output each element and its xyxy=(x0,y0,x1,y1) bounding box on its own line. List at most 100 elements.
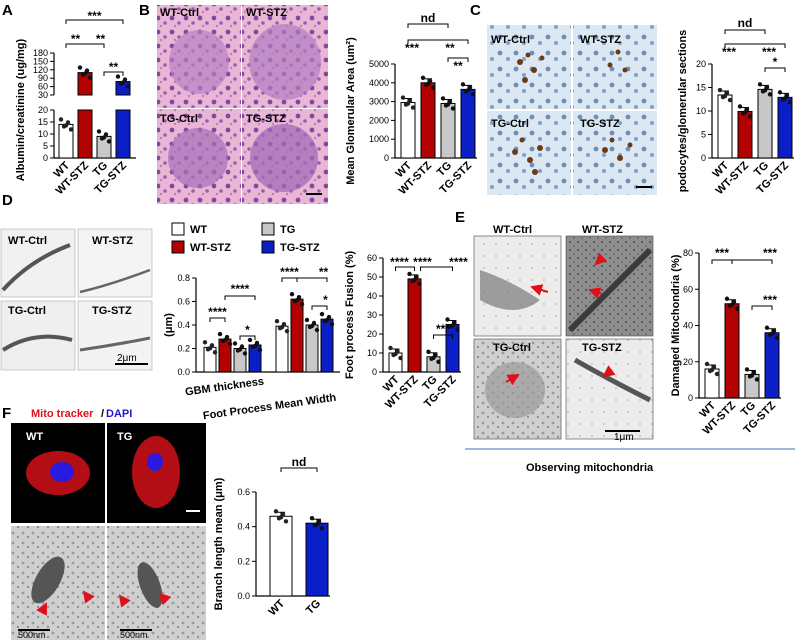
chart-d1-bracket xyxy=(224,295,256,300)
chart-d1-point xyxy=(207,346,213,351)
legend-d: WT TG WT-STZ TG-STZ xyxy=(171,222,320,254)
chart-d1-bar xyxy=(305,324,319,373)
chart-f-point xyxy=(319,526,325,531)
chart-d2-point xyxy=(450,323,455,328)
chart-b-y-tick-label: 5000 xyxy=(369,59,389,69)
micrograph-b: WT-Ctrl WT-STZ TG-Ctrl TG-STZ xyxy=(157,5,328,204)
micro-label-d-wt-stz: WT-STZ xyxy=(92,235,133,247)
micro-label-e-tg-stz: TG-STZ xyxy=(582,342,622,354)
chart-b-sig: ** xyxy=(453,59,463,73)
panel-label-e: E xyxy=(455,209,465,226)
chart-b-bar xyxy=(440,102,456,159)
chart-f-x-label: TG xyxy=(304,598,323,617)
chart-b-bar xyxy=(400,102,416,159)
chart-b-point xyxy=(440,96,446,101)
chart-d1-point xyxy=(217,331,223,337)
chart-c-bracket xyxy=(764,67,786,72)
panel-label-f: F xyxy=(2,405,11,422)
chart-f-bar xyxy=(305,522,329,597)
chart-f-x-label: WT xyxy=(267,597,288,618)
chart-d1-point xyxy=(202,340,208,345)
micro-label-f-tg: TG xyxy=(117,431,132,443)
chart-f-y-tick-label: 0.4 xyxy=(237,522,250,532)
chart-c-sig: *** xyxy=(722,45,736,59)
chart-d2-ylabel: Foot process Fusion (%) xyxy=(344,250,356,379)
chart-c-sig: *** xyxy=(762,45,776,59)
chart-c-bar xyxy=(717,94,733,159)
chart-a-y-tick-label: 20 xyxy=(38,105,48,115)
panel-label-d: D xyxy=(2,192,13,209)
chart-d1-point xyxy=(304,317,310,323)
chart-d1-point xyxy=(274,318,280,324)
chart-d2-bracket xyxy=(420,266,453,271)
chart-b-point xyxy=(410,105,416,110)
chart-c-point xyxy=(717,87,723,93)
chart-d2-sig: **** xyxy=(449,255,468,269)
chart-a-point xyxy=(115,74,121,79)
micrograph-e: WT-Ctrl WT-STZ TG-Ctrl TG-STZ 1μm Observ… xyxy=(465,224,795,474)
chart-e-y-tick-label: 20 xyxy=(683,357,693,367)
chart-d2-bracket xyxy=(433,334,453,339)
chart-d2-y-tick-label: 40 xyxy=(367,291,377,301)
micro-label-d-tg-ctrl: TG-Ctrl xyxy=(8,305,46,317)
chart-d2-y-tick-label: 50 xyxy=(367,272,377,282)
chart-d1-y-tick-label: 0.6 xyxy=(177,297,190,307)
chart-a-point xyxy=(87,75,93,80)
chart-b-point xyxy=(420,75,426,81)
chart-d2-bar xyxy=(407,278,422,373)
chart-a-y-tick-label: 5 xyxy=(43,141,48,151)
chart-e-point xyxy=(749,373,755,378)
chart-d1-ylabel: (μm) xyxy=(163,313,175,337)
chart-a-bracket xyxy=(103,71,124,76)
chart-f-point xyxy=(278,515,284,520)
chart-d1-group-label: Foot Process Mean Width xyxy=(202,392,337,423)
chart-a-y-tick-label: 10 xyxy=(38,129,48,139)
chart-d1-point xyxy=(284,328,290,334)
micro-label-c-tg-stz: TG-STZ xyxy=(580,118,620,130)
chart-b-sig: ** xyxy=(445,41,455,55)
chart-d2-bracket xyxy=(395,266,415,271)
chart-d1-sig: **** xyxy=(231,282,250,296)
chart-f-bracket xyxy=(280,467,318,472)
chart-d1-point xyxy=(222,337,228,343)
chart-a-point xyxy=(58,117,64,122)
micro-label-d-wt-ctrl: WT-Ctrl xyxy=(8,235,47,247)
chart-b-point xyxy=(425,81,431,87)
panel-label-a: A xyxy=(2,2,13,19)
chart-f-y-tick-label: 0.6 xyxy=(237,487,250,497)
chart-d2-y-tick-label: 20 xyxy=(367,329,377,339)
legend-d-wt-stz: WT-STZ xyxy=(190,242,231,254)
e-caption: Observing mitochondria xyxy=(526,462,654,474)
chart-b-y-tick-label: 4000 xyxy=(369,78,389,88)
chart-e-point xyxy=(709,367,715,373)
chart-b-point xyxy=(450,106,456,111)
chart-d2-point xyxy=(436,359,441,364)
chart-a-y-tick-label: 120 xyxy=(33,65,48,75)
chart-d2-point xyxy=(417,281,422,287)
chart-c-y-tick-label: 20 xyxy=(696,59,706,69)
chart-d1-bar xyxy=(290,298,304,373)
chart-a-point xyxy=(82,71,88,76)
chart-c-point xyxy=(747,114,753,119)
chart-c-point xyxy=(737,104,743,109)
panel-label-b: B xyxy=(139,2,150,19)
micrograph-f: Mito tracker / DAPI WT TG 500nm 500nm xyxy=(11,408,206,640)
chart-d1-sig: ** xyxy=(319,265,329,279)
micro-label-c-wt-ctrl: WT-Ctrl xyxy=(491,34,530,46)
chart-a-y-tick-label: 90 xyxy=(38,73,48,83)
chart-a-point xyxy=(68,127,74,132)
chart-c-y-tick-label: 10 xyxy=(696,106,706,116)
scale-bar-f1: 500nm xyxy=(18,630,46,640)
chart-e-point xyxy=(734,306,740,311)
chart-d2-sig: *** xyxy=(436,322,450,336)
micro-label-e-wt-stz: WT-STZ xyxy=(582,224,623,236)
chart-d2-y-tick-label: 30 xyxy=(367,310,377,320)
chart-a-y-tick-label: 60 xyxy=(38,82,48,92)
chart-e-point xyxy=(764,325,770,330)
chart-c-bar xyxy=(777,96,793,159)
chart-d1-sig: * xyxy=(245,323,250,337)
chart-f-point xyxy=(309,516,315,521)
chart-b-y-tick-label: 0 xyxy=(384,153,389,163)
